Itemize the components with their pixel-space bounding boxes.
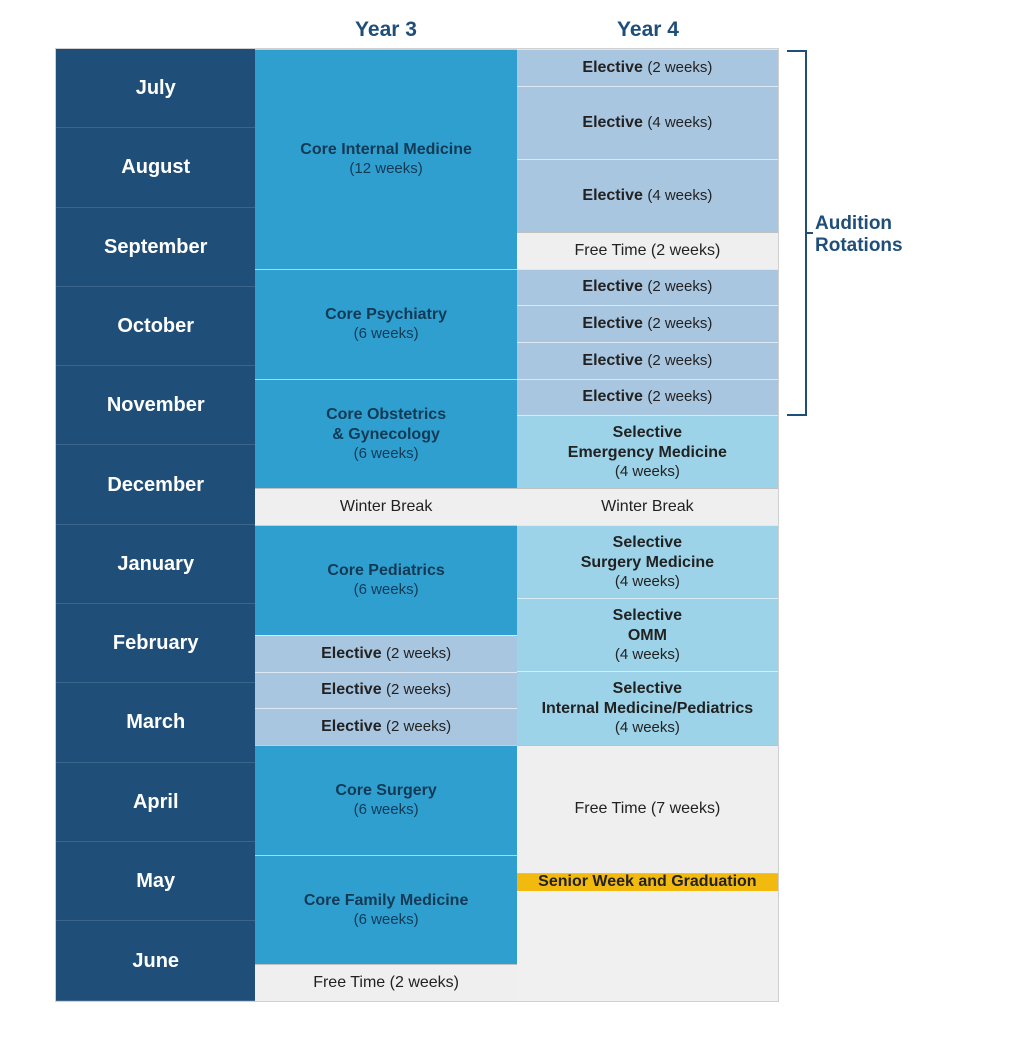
block-title: Core Surgery [335,781,436,801]
year4-block-13: Free Time (7 weeks) [517,745,778,873]
year4-block-9: Winter Break [517,488,778,525]
month-july: July [56,49,255,128]
block-subtitle: (4 weeks) [615,463,680,482]
block-title: Selective [613,679,682,699]
header-year4: Year 4 [517,18,779,42]
year3-block-4: Core Pediatrics(6 weeks) [255,525,516,635]
block-subtitle: (6 weeks) [354,801,419,820]
month-october: October [56,287,255,366]
block-label: Elective (2 weeks) [582,314,712,334]
block-title: Free Time (2 weeks) [574,241,720,261]
audition-bracket-label: AuditionRotations [815,213,903,257]
year4-block-4: Elective (2 weeks) [517,269,778,306]
block-title: & Gynecology [332,425,440,445]
year3-block-10: Free Time (2 weeks) [255,964,516,1001]
year4-block-10: SelectiveSurgery Medicine(4 weeks) [517,525,778,598]
block-title: Core Family Medicine [304,891,469,911]
audition-bracket [787,50,807,416]
month-april: April [56,763,255,842]
block-title: Core Psychiatry [325,305,447,325]
year3-block-6: Elective (2 weeks) [255,672,516,709]
year3-block-0: Core Internal Medicine(12 weeks) [255,49,516,269]
year4-block-12: SelectiveInternal Medicine/Pediatrics(4 … [517,671,778,744]
block-label: Elective (2 weeks) [582,58,712,78]
block-title: Core Obstetrics [326,405,446,425]
block-label: Elective (2 weeks) [321,680,451,700]
month-january: January [56,525,255,604]
curriculum-calendar: Year 3 Year 4 JulyAugustSeptemberOctober… [0,0,1024,1002]
block-subtitle: (6 weeks) [354,445,419,464]
year4-column: Elective (2 weeks) Elective (4 weeks) Elec… [517,49,778,1001]
year4-block-6: Elective (2 weeks) [517,342,778,379]
block-title: Core Internal Medicine [300,140,472,160]
month-september: September [56,208,255,287]
block-title: Surgery Medicine [581,553,714,573]
block-label: Elective (4 weeks) [582,186,712,206]
month-december: December [56,445,255,524]
block-title: Free Time (2 weeks) [313,973,459,993]
block-title: Winter Break [340,497,432,517]
year4-block-3: Free Time (2 weeks) [517,232,778,269]
block-subtitle: (4 weeks) [615,646,680,665]
year4-block-0: Elective (2 weeks) [517,49,778,86]
block-title: Winter Break [601,497,693,517]
year4-block-1: Elective (4 weeks) [517,86,778,159]
block-title: Internal Medicine/Pediatrics [542,699,754,719]
year3-block-1: Core Psychiatry(6 weeks) [255,269,516,379]
year3-block-5: Elective (2 weeks) [255,635,516,672]
block-subtitle: (6 weeks) [354,581,419,600]
year3-block-7: Elective (2 weeks) [255,708,516,745]
block-subtitle: (6 weeks) [354,911,419,930]
block-title: Core Pediatrics [327,561,444,581]
block-label: Elective (2 weeks) [582,387,712,407]
months-column: JulyAugustSeptemberOctoberNovemberDecemb… [56,49,255,1001]
year3-column: Core Internal Medicine(12 weeks)Core Psy… [255,49,516,1001]
year4-block-11: SelectiveOMM(4 weeks) [517,598,778,671]
month-may: May [56,842,255,921]
block-label: Elective (2 weeks) [321,644,451,664]
block-subtitle: (6 weeks) [354,325,419,344]
block-label: Elective (2 weeks) [321,717,451,737]
month-november: November [56,366,255,445]
bracket-tick-icon [807,232,813,234]
year4-block-5: Elective (2 weeks) [517,305,778,342]
block-subtitle: (12 weeks) [349,160,422,179]
block-title: Emergency Medicine [568,443,727,463]
year3-block-2: Core Obstetrics& Gynecology(6 weeks) [255,379,516,489]
block-subtitle: (4 weeks) [615,573,680,592]
block-label: Elective (2 weeks) [582,277,712,297]
block-title: Selective [613,606,682,626]
year4-block-8: SelectiveEmergency Medicine(4 weeks) [517,415,778,488]
block-subtitle: (4 weeks) [615,719,680,738]
block-title: OMM [628,626,667,646]
block-title: Selective [613,533,682,553]
year4-block-7: Elective (2 weeks) [517,379,778,416]
month-february: February [56,604,255,683]
block-title: Selective [613,423,682,443]
calendar-table: JulyAugustSeptemberOctoberNovemberDecemb… [55,48,779,1002]
column-headers: Year 3 Year 4 [55,0,1024,48]
block-label: Elective (4 weeks) [582,113,712,133]
header-year3: Year 3 [255,18,517,42]
year3-block-3: Winter Break [255,488,516,525]
month-august: August [56,128,255,207]
block-title: Free Time (7 weeks) [574,799,720,819]
year4-block-14: Senior Week and Graduation [517,873,778,891]
year3-block-8: Core Surgery(6 weeks) [255,745,516,855]
month-june: June [56,921,255,1001]
block-label: Elective (2 weeks) [582,351,712,371]
year4-block-2: Elective (4 weeks) [517,159,778,232]
block-title: Senior Week and Graduation [538,872,756,892]
month-march: March [56,683,255,762]
year3-block-9: Core Family Medicine(6 weeks) [255,855,516,965]
